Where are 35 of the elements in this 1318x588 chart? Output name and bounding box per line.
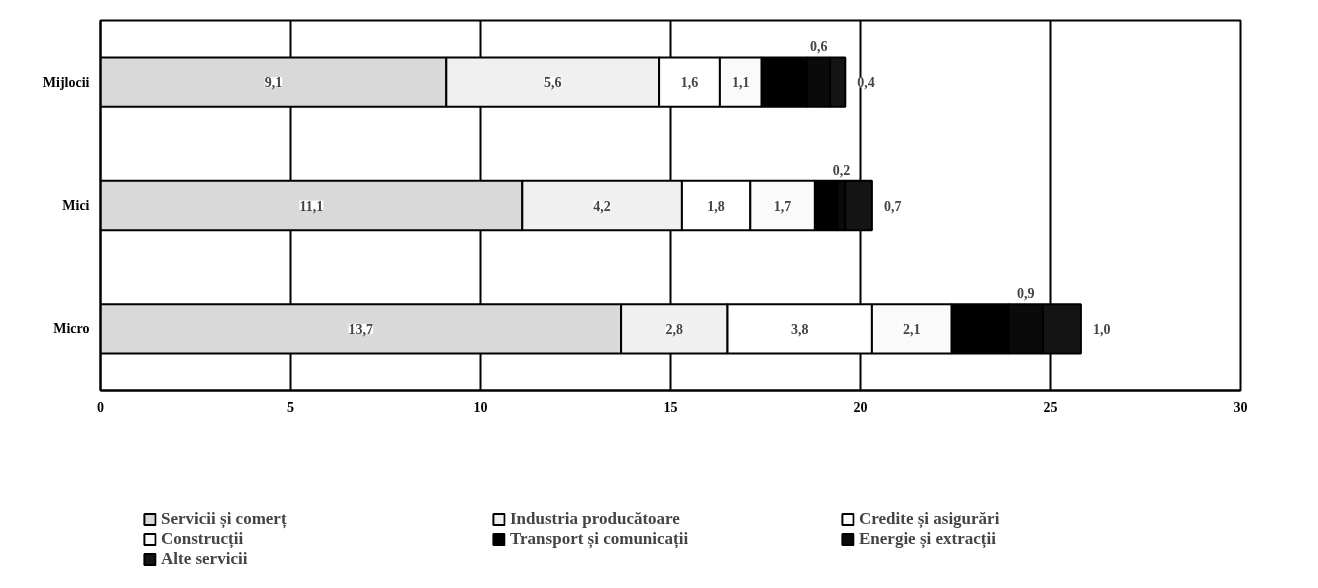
data-label: 13,7 bbox=[348, 321, 374, 337]
data-label: 0,6 bbox=[809, 39, 828, 55]
data-label: 5,6 bbox=[543, 75, 562, 91]
data-label: 1,1 bbox=[732, 75, 750, 91]
y-tick-label: Mijlocii bbox=[42, 74, 90, 90]
legend-label: Transport și comunicații bbox=[510, 528, 690, 549]
data-label: 1,7 bbox=[773, 198, 792, 214]
x-tick-label: 0 bbox=[97, 399, 104, 415]
legend-label: Energie și extracții bbox=[859, 528, 997, 549]
x-tick-label: 10 bbox=[473, 399, 488, 415]
x-tick-label: 20 bbox=[853, 399, 868, 415]
x-tick-label: 5 bbox=[287, 399, 294, 415]
x-tick-label: 25 bbox=[1043, 399, 1058, 415]
legend-label: Credite și asigurări bbox=[859, 508, 1001, 529]
data-label: 0,7 bbox=[883, 198, 902, 214]
y-tick-label: Micro bbox=[53, 321, 90, 337]
data-label: 0,9 bbox=[1017, 285, 1035, 301]
data-label: 1,0 bbox=[1092, 321, 1111, 337]
y-tick-label: Mici bbox=[62, 198, 90, 213]
data-label: 3,8 bbox=[790, 321, 809, 337]
data-label: 2,1 bbox=[903, 321, 921, 337]
data-label: 0,2 bbox=[832, 162, 851, 178]
legend-label: Industria producătoare bbox=[510, 508, 681, 529]
legend-label: Servicii și comerț bbox=[161, 508, 288, 529]
data-label: 4,2 bbox=[593, 198, 611, 214]
data-label: 0,4 bbox=[857, 75, 875, 91]
data-label: 1,6 bbox=[680, 75, 699, 91]
legend-label: Construcții bbox=[161, 528, 245, 549]
data-label: 1,8 bbox=[707, 198, 725, 214]
x-tick-label: 30 bbox=[1233, 399, 1248, 415]
data-label: 2,8 bbox=[665, 321, 684, 337]
data-label: 9,1 bbox=[264, 75, 283, 91]
legend-label: Alte servicii bbox=[161, 548, 249, 569]
x-tick-label: 15 bbox=[663, 399, 678, 415]
data-label: 11,1 bbox=[299, 198, 324, 214]
